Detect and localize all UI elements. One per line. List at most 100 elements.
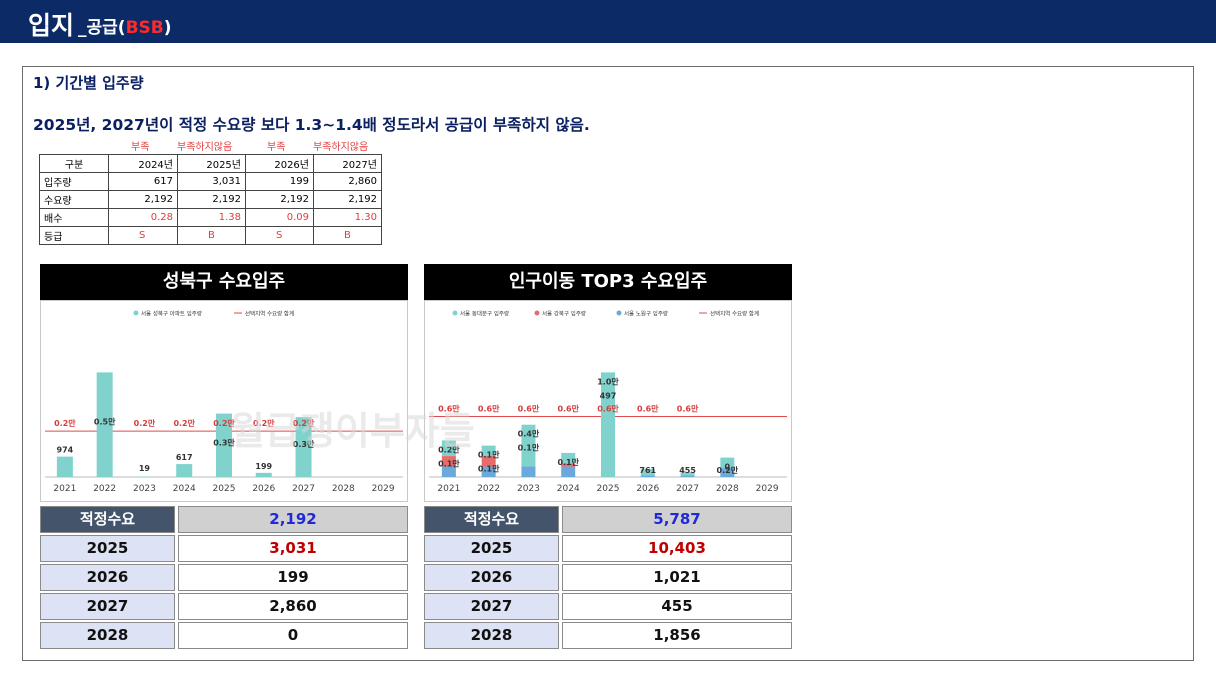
chart-bar xyxy=(216,413,232,477)
x-tick-label: 2021 xyxy=(437,484,460,494)
summary-right-year-value: 1,856 xyxy=(562,622,792,649)
x-tick-label: 2029 xyxy=(756,484,779,494)
summary-left-year: 2026 xyxy=(40,564,175,591)
x-tick-label: 2026 xyxy=(252,484,275,494)
title-bar: 입지 _공급(BSB) xyxy=(0,0,1216,43)
chart-bar xyxy=(720,457,735,469)
row-label: 등급 xyxy=(39,226,109,245)
table-cell: S xyxy=(108,226,178,245)
summary-right-year-value: 1,021 xyxy=(562,564,792,591)
legend-label: 서울 강북구 입주량 xyxy=(542,310,586,318)
summary-right-year: 2026 xyxy=(424,564,559,591)
subtitle-suffix: ) xyxy=(163,18,172,38)
chart-bar xyxy=(561,463,576,467)
x-tick-label: 2027 xyxy=(676,484,699,494)
summary-right-year-value: 455 xyxy=(562,593,792,620)
table-cell: 199 xyxy=(245,172,314,191)
x-tick-label: 2021 xyxy=(53,484,76,494)
table-row: 입주량 617 3,031 199 2,860 xyxy=(39,172,382,191)
table-cell: 2,192 xyxy=(108,190,178,209)
chart-bar xyxy=(640,475,655,477)
summary-left-year-value: 3,031 xyxy=(178,535,408,562)
table-cell: 2,192 xyxy=(245,190,314,209)
bar-data-label: 0.1만 xyxy=(478,450,500,460)
demand-data-label: 0.2만 xyxy=(173,418,195,428)
summary-left-year: 2025 xyxy=(40,535,175,562)
table-row: 배수 0.28 1.38 0.09 1.30 xyxy=(39,208,382,227)
summary-left-year-value: 0 xyxy=(178,622,408,649)
bar-data-label: 0.3만 xyxy=(213,437,235,447)
content-frame xyxy=(22,66,1194,661)
bar-data-label: 1.0만 xyxy=(597,376,619,386)
bar-data-label: 0.3만 xyxy=(293,439,315,449)
table-header: 2026년 xyxy=(245,154,314,173)
bar-data-label: 0.1만 xyxy=(478,464,500,474)
x-tick-label: 2025 xyxy=(213,484,236,494)
table-header: 2025년 xyxy=(177,154,246,173)
caption-2027: 부족하지않음 xyxy=(313,142,369,153)
table-cell: B xyxy=(177,226,246,245)
summary-right-label: 적정수요 xyxy=(424,506,559,533)
bar-data-label: 0.2만 xyxy=(717,465,739,475)
table-cell: S xyxy=(245,226,314,245)
chart-bar xyxy=(720,468,735,477)
chart-title-right: 인구이동 TOP3 수요입주 xyxy=(424,264,792,300)
summary-right-year: 2028 xyxy=(424,622,559,649)
x-tick-label: 2024 xyxy=(173,484,196,494)
legend-marker xyxy=(534,310,540,316)
bar-data-label: 0.1만 xyxy=(438,458,460,468)
chart-bar xyxy=(561,466,576,477)
table-cell: 2,860 xyxy=(313,172,382,191)
bar-data-label: 455 xyxy=(679,466,696,475)
x-tick-label: 2028 xyxy=(332,484,355,494)
x-tick-label: 2027 xyxy=(292,484,315,494)
row-label: 수요량 xyxy=(39,190,109,209)
chart-bar xyxy=(680,472,695,476)
chart-title-left: 성북구 수요입주 xyxy=(40,264,408,300)
demand-data-label: 0.2만 xyxy=(54,418,76,428)
table-cell: 2,192 xyxy=(177,190,246,209)
legend-label: 선택지역 수요량 합계 xyxy=(710,310,759,318)
demand-data-label: 0.2만 xyxy=(293,418,315,428)
legend-marker xyxy=(616,310,622,316)
bar-data-label: 974 xyxy=(57,446,74,455)
x-tick-label: 2026 xyxy=(636,484,659,494)
bar-data-label: 0.4만 xyxy=(518,429,540,439)
demand-data-label: 0.2만 xyxy=(253,418,275,428)
x-tick-label: 2023 xyxy=(517,484,540,494)
chart-bar xyxy=(176,464,193,477)
demand-data-label: 0.6만 xyxy=(438,403,460,413)
table-cell: 1.30 xyxy=(313,208,382,227)
table-header: 구분 xyxy=(39,154,109,173)
demand-data-label: 0.6만 xyxy=(597,403,619,413)
demand-data-label: 0.6만 xyxy=(637,403,659,413)
summary-left-label: 적정수요 xyxy=(40,506,175,533)
chart-bar xyxy=(96,372,113,477)
table-cell: 3,031 xyxy=(177,172,246,191)
chart-bar xyxy=(56,456,73,477)
watermark: 월급쟁이부자들 xyxy=(230,409,475,453)
legend-label: 서울 노원구 입주량 xyxy=(624,310,668,318)
summary-right-value: 5,787 xyxy=(562,506,792,533)
chart-bar xyxy=(481,445,496,457)
summary-left-year: 2027 xyxy=(40,593,175,620)
demand-data-label: 0.6만 xyxy=(518,403,540,413)
summary-right-year-value: 10,403 xyxy=(562,535,792,562)
table-cell: 0.09 xyxy=(245,208,314,227)
section-heading: 1) 기간별 입주량 xyxy=(33,74,144,92)
chart-left-container: 서울 성북구 아파트 입주량 선택지역 수요량 합계 2021 0.2만 974 2022… xyxy=(40,300,408,502)
chart-right-container: 서울 동대문구 입주량 서울 강북구 입주량 서울 노원구 입주량 선택지역 수요량 … xyxy=(424,300,792,502)
caption-2024: 부족 xyxy=(131,142,150,153)
legend-marker xyxy=(452,310,458,316)
section-summary: 2025년, 2027년이 적정 수요량 보다 1.3~1.4배 정도라서 공급… xyxy=(33,116,590,134)
chart-bar xyxy=(481,456,496,467)
bar-data-label: 617 xyxy=(176,453,193,462)
bar-data-label: 0.5만 xyxy=(94,417,116,427)
subtitle-prefix: _공급( xyxy=(78,18,126,38)
bar-data-label: 19 xyxy=(139,464,151,473)
demand-data-label: 0.6만 xyxy=(677,403,699,413)
table-cell: 1.38 xyxy=(177,208,246,227)
summary-right-year: 2027 xyxy=(424,593,559,620)
summary-left-value: 2,192 xyxy=(178,506,408,533)
bar-data-label: 199 xyxy=(255,462,272,471)
